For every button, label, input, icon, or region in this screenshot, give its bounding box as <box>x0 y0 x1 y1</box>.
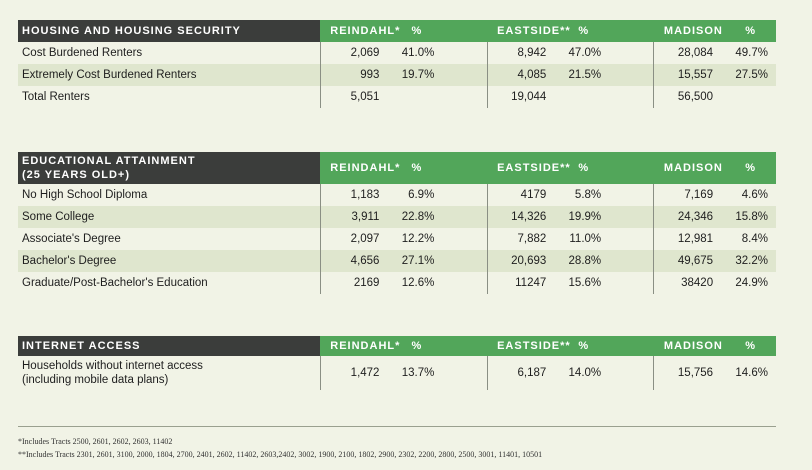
education-table: EDUCATIONAL ATTAINMENT (25 YEARS OLD+) RE… <box>18 152 776 294</box>
table-row: Bachelor's Degree 4,656 27.1% 20,693 28.8%… <box>18 250 776 272</box>
eastside-header: EASTSIDE**% <box>487 20 610 42</box>
table-row: Some College 3,911 22.8% 14,326 19.9% 24,3… <box>18 206 776 228</box>
housing-table: HOUSING AND HOUSING SECURITY REINDAHL*% … <box>18 20 776 108</box>
madison-header: MADISON% <box>653 152 776 184</box>
table-row: Associate's Degree 2,097 12.2% 7,882 11.0%… <box>18 228 776 250</box>
table-row: Graduate/Post-Bachelor's Education 2169 1… <box>18 272 776 294</box>
footnote-reindahl: *Includes Tracts 2500, 2601, 2602, 2603,… <box>18 437 173 446</box>
eastside-header: EASTSIDE**% <box>487 152 610 184</box>
madison-header: MADISON% <box>653 336 776 356</box>
reindahl-header: REINDAHL*% <box>320 152 443 184</box>
table-row: Cost Burdened Renters 2,069 41.0% 8,942 47… <box>18 42 776 64</box>
internet-title: INTERNET ACCESS <box>18 336 321 356</box>
eastside-header: EASTSIDE**% <box>487 336 610 356</box>
madison-header: MADISON% <box>653 20 776 42</box>
table-row: Total Renters 5,051 19,044 56,500 <box>18 86 776 108</box>
education-title: EDUCATIONAL ATTAINMENT (25 YEARS OLD+) <box>18 152 321 184</box>
reindahl-header: REINDAHL*% <box>320 20 443 42</box>
footnotes: *Includes Tracts 2500, 2601, 2602, 2603,… <box>18 426 776 461</box>
table-header-row: EDUCATIONAL ATTAINMENT (25 YEARS OLD+) RE… <box>18 152 776 184</box>
housing-title: HOUSING AND HOUSING SECURITY <box>18 20 321 42</box>
table-row: No High School Diploma 1,183 6.9% 4179 5.8… <box>18 184 776 206</box>
table-row: Extremely Cost Burdened Renters 993 19.7%… <box>18 64 776 86</box>
table-header-row: INTERNET ACCESS REINDAHL*% EASTSIDE**% M… <box>18 336 776 356</box>
table-header-row: HOUSING AND HOUSING SECURITY REINDAHL*% … <box>18 20 776 42</box>
table-row: Households without internet access (inclu… <box>18 356 776 390</box>
footnote-eastside: **Includes Tracts 2301, 2601, 3100, 2000… <box>18 450 543 459</box>
reindahl-header: REINDAHL*% <box>320 336 443 356</box>
internet-table: INTERNET ACCESS REINDAHL*% EASTSIDE**% M… <box>18 336 776 390</box>
